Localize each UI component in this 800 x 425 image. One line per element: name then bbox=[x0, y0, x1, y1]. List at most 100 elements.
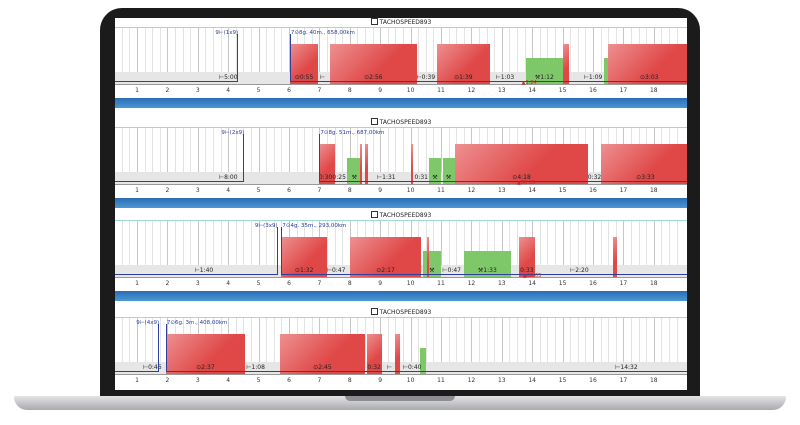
hour-label: 12 bbox=[467, 280, 476, 287]
grid-line bbox=[129, 318, 131, 373]
work-block[interactable] bbox=[526, 58, 563, 84]
hour-label: 6 bbox=[287, 377, 291, 384]
drive-block[interactable] bbox=[319, 144, 335, 184]
drive-block[interactable] bbox=[330, 44, 417, 84]
drive-block[interactable] bbox=[165, 334, 245, 374]
grid-line bbox=[243, 221, 245, 276]
hour-label: 16 bbox=[589, 187, 597, 194]
grid-line bbox=[129, 128, 131, 183]
day-chart-panel[interactable]: TACHOSPEED893 1 2 3 4 5 6 7 8 9 10 11 12 13 14 15 16 17 18… bbox=[115, 118, 687, 212]
grid-line bbox=[273, 221, 275, 276]
timeline-line bbox=[237, 34, 239, 82]
hour-label: 2 bbox=[165, 87, 170, 94]
work-block[interactable] bbox=[346, 158, 362, 184]
drive-block[interactable] bbox=[365, 144, 369, 184]
drive-duration-label: ⊙2:45 bbox=[313, 364, 332, 371]
grid-line bbox=[197, 128, 199, 183]
day-chart-panel[interactable]: TACHOSPEED893 1 2 3 4 5 6 7 8 9 10 11 12 13 14 15 16 17 18… bbox=[115, 308, 687, 390]
drive-block[interactable] bbox=[612, 237, 618, 277]
grid-line bbox=[266, 318, 268, 373]
drive-block[interactable] bbox=[454, 144, 589, 184]
drive-block[interactable] bbox=[410, 144, 413, 184]
horizontal-scrollbar[interactable] bbox=[115, 98, 687, 108]
hour-label: 18 bbox=[649, 280, 658, 287]
work-duration-label: ⚒ bbox=[432, 174, 438, 181]
drive-block[interactable] bbox=[289, 44, 319, 84]
grid-line bbox=[585, 318, 587, 373]
grid-line bbox=[137, 28, 138, 83]
work-block[interactable] bbox=[603, 58, 609, 84]
grid-line bbox=[547, 28, 549, 83]
hour-label: 17 bbox=[619, 280, 628, 287]
grid-line bbox=[129, 221, 131, 276]
rest-duration-label: ⊢1:09 bbox=[583, 74, 603, 81]
grid-line bbox=[479, 221, 480, 276]
day-range-line bbox=[115, 27, 687, 28]
grid-line bbox=[144, 128, 146, 183]
vehicle-name: TACHOSPEED893 bbox=[379, 212, 432, 219]
hour-label: 17 bbox=[619, 87, 628, 94]
grid-line bbox=[349, 128, 351, 183]
grid-line bbox=[251, 318, 252, 373]
hour-label: 13 bbox=[497, 280, 506, 287]
hour-label: 13 bbox=[497, 187, 506, 194]
drive-block[interactable] bbox=[437, 44, 490, 84]
work-block[interactable] bbox=[422, 251, 441, 277]
drive-block[interactable] bbox=[281, 237, 327, 277]
grid-line bbox=[266, 221, 268, 276]
horizontal-scrollbar[interactable] bbox=[115, 291, 687, 301]
drive-block[interactable] bbox=[349, 237, 422, 277]
drive-block[interactable] bbox=[427, 237, 429, 277]
grid-line bbox=[661, 318, 663, 373]
drive-block[interactable] bbox=[518, 237, 536, 277]
drive-block[interactable] bbox=[360, 144, 362, 184]
grid-line bbox=[509, 28, 511, 83]
drive-block[interactable] bbox=[600, 144, 687, 184]
drive-duration-label: ⊙3:33 bbox=[636, 174, 655, 181]
drive-block[interactable] bbox=[279, 334, 365, 374]
rest-duration-label: ⊢0:47 bbox=[442, 267, 461, 274]
grid-line bbox=[501, 221, 503, 276]
work-block[interactable] bbox=[419, 348, 426, 374]
grid-line bbox=[175, 221, 176, 276]
grid-line bbox=[448, 318, 450, 373]
day-chart-panel[interactable]: TACHOSPEED893 1 2 3 4 5 6 7 8 9 10 11 12 13 14 15 16 17 18… bbox=[115, 18, 687, 112]
drive-block[interactable] bbox=[608, 44, 687, 84]
vehicle-name: TACHOSPEED893 bbox=[379, 309, 432, 316]
hour-label: 5 bbox=[256, 280, 261, 287]
grid-line bbox=[425, 318, 427, 373]
rest-duration-label: ⊢8:00 bbox=[218, 174, 238, 181]
work-block[interactable] bbox=[463, 251, 511, 277]
horizontal-scrollbar[interactable] bbox=[115, 198, 687, 208]
grid-line bbox=[266, 28, 268, 83]
hour-label: 3 bbox=[195, 377, 200, 384]
hour-label: 16 bbox=[589, 87, 597, 94]
grid-line bbox=[144, 221, 146, 276]
drive-block[interactable] bbox=[395, 334, 400, 374]
drive-duration-label: ⊙2:56 bbox=[364, 74, 383, 81]
grid-line bbox=[600, 28, 602, 83]
grid-line bbox=[273, 318, 275, 373]
grid-line bbox=[638, 318, 640, 373]
grid-line bbox=[175, 28, 176, 83]
work-block[interactable] bbox=[442, 158, 455, 184]
timeline-line bbox=[165, 324, 167, 372]
rest-duration-label: 0:31 bbox=[414, 174, 428, 181]
grid-line bbox=[623, 221, 625, 276]
drive-block[interactable] bbox=[366, 334, 382, 374]
work-block[interactable] bbox=[428, 158, 441, 184]
grid-line bbox=[501, 28, 503, 83]
drive-annotation: 7⊙4g. 35m., 293,00km bbox=[282, 223, 347, 229]
drive-block[interactable] bbox=[562, 44, 569, 84]
grid-line bbox=[577, 221, 579, 276]
grid-line bbox=[486, 221, 488, 276]
hour-label: 8 bbox=[347, 377, 352, 384]
rest-annotation: 9⊢(1x9) bbox=[215, 30, 239, 36]
grid-line bbox=[197, 221, 199, 276]
day-chart-panel[interactable]: TACHOSPEED893 1 2 3 4 5 6 7 8 9 10 11 12 13 14 15 16 17 18… bbox=[115, 211, 687, 305]
grid-line bbox=[577, 318, 579, 373]
hour-label: 2 bbox=[165, 377, 170, 384]
grid-line bbox=[228, 221, 230, 276]
grid-line bbox=[532, 318, 534, 373]
grid-line bbox=[539, 221, 541, 276]
